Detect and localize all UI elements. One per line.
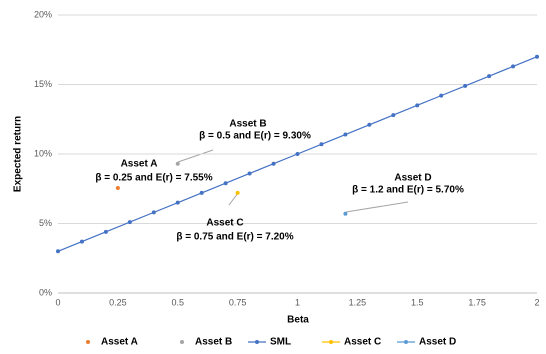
legend-marker — [329, 340, 333, 344]
point — [367, 122, 372, 127]
point — [175, 161, 180, 166]
annotation-text: β = 0.25 and E(r) = 7.55% — [95, 173, 212, 184]
point — [439, 93, 444, 98]
x-tick-label: 1 — [295, 297, 300, 307]
legend-label: Asset C — [344, 337, 381, 348]
legend-label: Asset D — [419, 337, 456, 348]
point — [79, 239, 84, 244]
point — [199, 190, 204, 195]
point — [319, 142, 324, 147]
point — [127, 220, 132, 225]
x-tick-label: 0.75 — [229, 297, 247, 307]
x-tick-label: 2 — [534, 297, 539, 307]
legend-label: Asset A — [101, 337, 138, 348]
annotation-text: β = 0.5 and E(r) = 9.30% — [199, 131, 311, 142]
y-tick-label: 15% — [34, 79, 52, 89]
y-tick-label: 20% — [34, 9, 52, 19]
annotation-title: Asset B — [229, 119, 266, 130]
point — [487, 74, 492, 79]
x-tick-label: 0.25 — [109, 297, 127, 307]
point — [535, 54, 539, 59]
legend-label: SML — [270, 337, 291, 348]
y-tick-label: 10% — [34, 148, 52, 158]
x-axis-label: Beta — [287, 315, 309, 326]
point — [103, 229, 108, 234]
point — [247, 171, 252, 176]
point — [343, 211, 348, 216]
legend-label: Asset B — [195, 337, 232, 348]
point — [511, 64, 516, 69]
annotation-title: Asset C — [206, 218, 243, 229]
legend-marker — [404, 340, 408, 344]
x-tick-label: 0 — [55, 297, 60, 307]
y-axis-label: Expected return — [13, 116, 24, 192]
x-tick-label: 1.75 — [468, 297, 486, 307]
point — [391, 113, 396, 118]
x-tick-label: 1.25 — [349, 297, 367, 307]
point — [343, 132, 348, 137]
point — [223, 181, 228, 186]
leader-line — [345, 201, 409, 213]
point — [56, 249, 60, 254]
leader-line — [177, 149, 214, 163]
point — [175, 200, 180, 205]
legend-marker — [86, 340, 90, 344]
annotation-title: Asset D — [394, 173, 431, 184]
point — [151, 210, 156, 215]
y-tick-label: 5% — [39, 218, 52, 228]
point — [115, 186, 120, 191]
legend-marker — [255, 340, 259, 344]
point — [235, 190, 240, 195]
y-tick-label: 0% — [39, 287, 52, 297]
x-tick-label: 0.5 — [171, 297, 184, 307]
annotation-text: β = 0.75 and E(r) = 7.20% — [176, 232, 293, 243]
leader-line — [228, 192, 239, 206]
point — [295, 152, 300, 156]
annotation-text: β = 1.2 and E(r) = 5.70% — [352, 185, 464, 196]
point — [415, 103, 420, 108]
point — [463, 83, 468, 88]
legend-marker — [180, 340, 184, 344]
annotation-title: Asset A — [121, 159, 158, 170]
point — [271, 161, 276, 166]
x-tick-label: 1.5 — [411, 297, 424, 307]
